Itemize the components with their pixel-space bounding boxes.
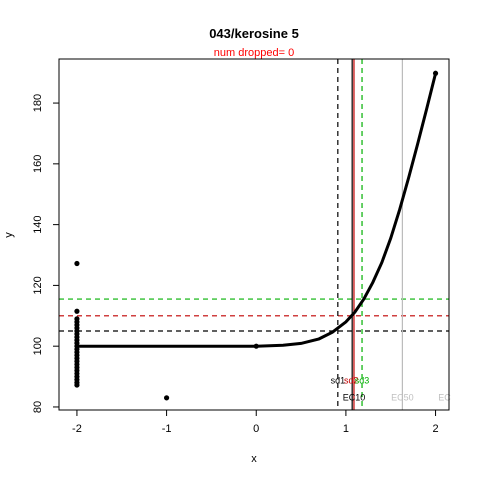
x-tick-label: -1 <box>162 423 172 435</box>
annotation-label: EC10 <box>343 392 366 402</box>
y-tick-label: 100 <box>32 337 44 355</box>
y-tick-label: 180 <box>32 94 44 112</box>
fitted-curve <box>76 72 438 348</box>
y-tick-label: 120 <box>32 276 44 294</box>
x-tick-label: 1 <box>343 423 349 435</box>
x-axis-label: x <box>251 453 257 465</box>
data-point <box>74 308 80 314</box>
y-tick-label: 160 <box>32 155 44 173</box>
data-point <box>74 260 80 267</box>
y-tick-label: 80 <box>32 401 44 413</box>
y-axis-label: y <box>3 232 15 238</box>
annotation-label: sd2 <box>344 375 359 385</box>
x-tick-label: -2 <box>72 423 82 435</box>
plot-frame <box>58 58 450 411</box>
annotation-label: EC50 <box>391 392 414 402</box>
data-point <box>163 395 170 401</box>
chart-subtitle: num dropped= 0 <box>214 47 294 59</box>
x-tick-label: 0 <box>253 423 259 435</box>
data-point <box>253 343 259 349</box>
data-point <box>74 382 80 388</box>
data-point <box>432 70 439 76</box>
y-tick-label: 140 <box>32 215 44 233</box>
x-tick-label: 2 <box>432 423 438 435</box>
annotation-label: EC <box>438 392 451 402</box>
annotation-label: sd1 <box>331 375 346 385</box>
annotation-label: sd3 <box>355 375 370 385</box>
chart-title: 043/kerosine 5 <box>209 26 299 41</box>
